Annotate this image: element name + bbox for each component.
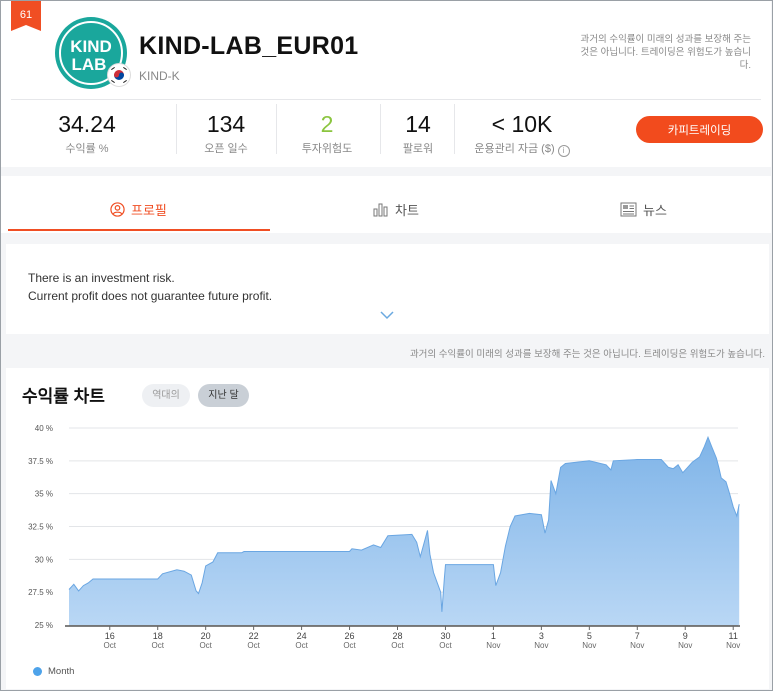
stat-label: 팔로워 (402, 143, 434, 155)
x-tick-label: 5 (587, 631, 592, 641)
newspaper-icon (620, 202, 637, 217)
y-tick-label: 30 % (35, 555, 53, 564)
divider (11, 99, 761, 100)
profile-text-line: Current profit does not guarantee future… (28, 289, 273, 303)
x-tick-label: 24 (297, 631, 307, 641)
stat-risk: 2 투자위험도 (288, 111, 366, 156)
active-tab-indicator (8, 229, 270, 231)
x-tick-month-label: Nov (582, 641, 596, 650)
stat-label: 오픈 일수 (204, 143, 248, 155)
chart-disclaimer: 과거의 수익률이 미래의 성과를 보장해 주는 것은 아닙니다. 트레이딩은 위… (409, 349, 765, 360)
bar-chart-icon (373, 203, 388, 217)
x-tick-month-label: Nov (486, 641, 500, 650)
risk-disclaimer: 과거의 수익률이 미래의 성과를 보장해 주는 것은 아닙니다. 트레이딩은 위… (580, 34, 751, 71)
x-tick-month-label: Oct (343, 641, 356, 650)
x-tick-month-label: Oct (104, 641, 117, 650)
legend-swatch (33, 667, 42, 676)
y-tick-label: 37.5 % (28, 457, 53, 466)
copy-trading-button[interactable]: 카피트레이딩 (636, 116, 763, 143)
stat-value: < 10K (491, 111, 553, 137)
x-tick-label: 28 (392, 631, 402, 641)
x-tick-label: 11 (729, 631, 738, 641)
strategy-name: KIND-LAB_EUR01 (139, 32, 359, 60)
x-tick-month-label: Oct (391, 641, 404, 650)
x-tick-month-label: Oct (295, 641, 308, 650)
divider (176, 104, 177, 154)
divider (380, 104, 381, 154)
profile-description-card (6, 244, 769, 334)
range-all-time-button[interactable]: 역대의 (142, 384, 190, 407)
provider-name[interactable]: KIND-K (139, 69, 180, 83)
x-tick-label: 3 (539, 631, 544, 641)
tab-news[interactable]: 뉴스 (620, 200, 667, 219)
x-tick-label: 1 (491, 631, 496, 641)
x-tick-month-label: Oct (151, 641, 164, 650)
series-line-month (68, 435, 740, 612)
strategy-header-card: 61 KIND LAB KIND-LAB_EUR01 KIND-K 과거의 수익… (1, 1, 771, 167)
avatar-line2: LAB (72, 55, 107, 74)
stat-label: 운용관리 자금 ($) (474, 143, 555, 155)
x-tick-label: 7 (635, 631, 640, 641)
stat-label-row: 운용관리 자금 ($) i (463, 140, 581, 157)
user-icon (110, 202, 125, 217)
tab-label: 차트 (395, 203, 419, 218)
stat-label: 수익률 % (65, 143, 109, 155)
stat-return: 34.24 수익률 % (41, 111, 133, 156)
tab-label: 프로필 (131, 203, 167, 218)
legend-label: Month (48, 666, 75, 677)
x-tick-label: 9 (683, 631, 688, 641)
range-last-month-button[interactable]: 지난 달 (198, 384, 249, 407)
y-tick-label: 35 % (35, 490, 53, 499)
x-tick-month-label: Oct (199, 641, 212, 650)
profile-text-line: There is an investment risk. (28, 271, 175, 285)
tab-profile[interactable]: 프로필 (110, 200, 167, 219)
x-tick-month-label: Nov (630, 641, 644, 650)
stat-aum: < 10K 운용관리 자금 ($) i (463, 111, 581, 157)
stat-open-days: 134 오픈 일수 (186, 111, 266, 156)
chart-title: 수익률 차트 (22, 387, 105, 406)
chart-legend[interactable]: Month (33, 666, 74, 677)
divider (276, 104, 277, 154)
info-icon[interactable]: i (557, 145, 570, 157)
x-tick-month-label: Oct (247, 641, 260, 650)
tabs-bar (1, 176, 771, 233)
y-tick-label: 40 % (35, 424, 53, 433)
x-tick-month-label: Nov (726, 641, 740, 650)
stat-value: 134 (206, 111, 246, 137)
stat-value: 2 (320, 111, 334, 137)
tab-label: 뉴스 (643, 203, 667, 218)
x-tick-label: 16 (105, 631, 115, 641)
x-tick-month-label: Nov (678, 641, 692, 650)
y-tick-label: 25 % (35, 621, 53, 630)
x-tick-month-label: Nov (534, 641, 548, 650)
stat-label: 투자위험도 (301, 143, 353, 155)
y-tick-label: 27.5 % (28, 588, 53, 597)
x-tick-label: 18 (153, 631, 163, 641)
avatar-line1: KIND (70, 37, 112, 56)
divider (454, 104, 455, 154)
x-tick-label: 22 (249, 631, 259, 641)
x-tick-label: 30 (440, 631, 450, 641)
stat-followers: 14 팔로워 (388, 111, 448, 156)
x-tick-label: 26 (345, 631, 355, 641)
series-area-month[interactable] (69, 437, 740, 625)
y-tick-label: 32.5 % (28, 523, 53, 532)
x-tick-label: 20 (201, 631, 211, 641)
stat-value: 14 (405, 111, 431, 137)
x-tick-month-label: Oct (439, 641, 452, 650)
stat-value: 34.24 (58, 111, 116, 137)
tab-chart[interactable]: 차트 (373, 200, 419, 219)
korea-flag-icon (107, 63, 131, 87)
chevron-down-icon[interactable] (380, 310, 394, 320)
